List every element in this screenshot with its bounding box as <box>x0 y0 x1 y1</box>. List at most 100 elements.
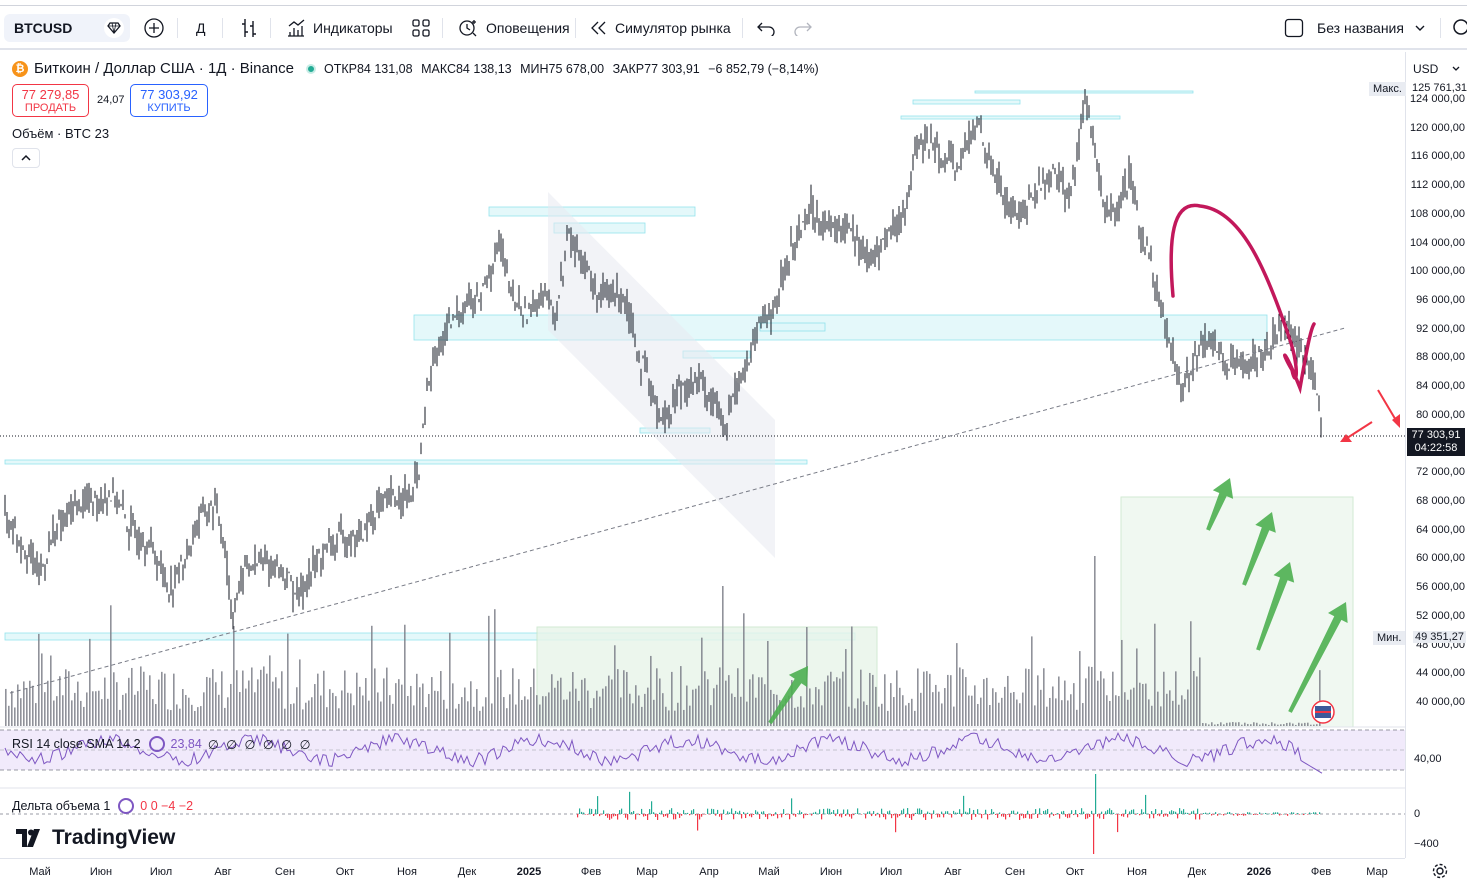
settings-button[interactable] <box>1432 863 1448 882</box>
volume-bar <box>998 702 1000 726</box>
delta-bar <box>707 808 709 814</box>
delta-bar <box>1055 814 1057 815</box>
delta-bar <box>667 814 669 818</box>
symbol-search-button[interactable]: BTCUSD <box>4 14 130 42</box>
volume-bar <box>422 683 424 726</box>
volume-bar <box>1181 695 1183 726</box>
layout-menu-button[interactable]: Без названия <box>1284 14 1426 42</box>
volume-bar <box>311 697 313 726</box>
delta-bar <box>1213 814 1215 815</box>
compare-symbol-button[interactable] <box>143 14 165 42</box>
interval-label: Д <box>196 20 206 36</box>
collapse-legend-button[interactable] <box>12 148 40 168</box>
volume-bar <box>749 679 751 726</box>
volume-bar <box>413 705 415 726</box>
volume-bar <box>614 645 616 726</box>
delta-bar <box>695 814 697 816</box>
volume-bar <box>512 668 514 726</box>
price-tick: 80 000,00 <box>1416 408 1465 421</box>
delta-bar <box>691 810 693 814</box>
volume-bar <box>221 671 223 726</box>
volume-bar <box>458 703 460 726</box>
delta-bar <box>1275 812 1277 814</box>
delta-axis-tick-zero: 0 <box>1414 808 1421 820</box>
delta-bar <box>1279 814 1281 816</box>
volume-bar <box>1259 724 1261 726</box>
volume-bar <box>683 709 685 726</box>
chart-type-button[interactable] <box>240 14 258 42</box>
volume-bar <box>299 659 301 726</box>
delta-bar <box>643 814 645 817</box>
volume-bar <box>188 697 190 726</box>
refresh-icon[interactable] <box>118 798 135 814</box>
volume-bar <box>1115 695 1117 726</box>
volume-bar <box>968 695 970 726</box>
volume-bar <box>974 685 976 726</box>
volume-bar <box>1301 723 1303 726</box>
volume-bar <box>365 678 367 726</box>
delta-bar <box>673 814 675 820</box>
indicators-button[interactable]: Индикаторы <box>286 14 393 42</box>
volume-bar <box>851 626 853 726</box>
delta-bar <box>979 814 981 815</box>
buy-button[interactable]: 77 303,92 КУПИТЬ <box>130 84 208 117</box>
interval-button[interactable]: Д <box>196 14 205 42</box>
volume-bar <box>1280 724 1282 726</box>
green-zone-rect <box>1120 496 1354 728</box>
delta-bar <box>1023 814 1025 819</box>
volume-bar <box>1232 722 1234 726</box>
symbol-legend: ₿ Биткоин / Доллар США · 1Д · Binance ОТ… <box>12 60 819 77</box>
spread-value: 24,07 <box>97 94 125 106</box>
volume-bar <box>509 694 511 726</box>
volume-bar <box>698 685 700 726</box>
delta-bar <box>1039 808 1041 814</box>
chart-area[interactable] <box>0 52 1467 886</box>
delta-bar <box>859 813 861 814</box>
tradingview-logo[interactable]: TradingView <box>16 826 175 850</box>
delta-bar <box>1165 814 1167 816</box>
volume-bar <box>248 680 250 726</box>
delta-bar <box>607 814 609 818</box>
delta-bar <box>689 814 691 816</box>
time-tick: Сен <box>1004 866 1026 878</box>
quick-search-button[interactable] <box>1450 14 1467 42</box>
delta-bar <box>1199 814 1201 820</box>
volume-bar <box>467 701 469 726</box>
templates-button[interactable] <box>412 14 430 42</box>
alerts-button[interactable]: Оповещения <box>458 14 570 42</box>
volume-bar <box>938 691 940 726</box>
volume-bar <box>266 673 268 726</box>
volume-bar <box>41 653 43 726</box>
delta-bar <box>1017 811 1019 814</box>
volume-bar <box>449 632 451 726</box>
refresh-icon[interactable] <box>148 736 165 752</box>
replay-button[interactable]: Симулятор рынка <box>590 14 731 42</box>
delta-bar <box>1053 814 1055 816</box>
sell-button[interactable]: 77 279,85 ПРОДАТЬ <box>12 84 89 117</box>
volume-bar <box>209 677 211 726</box>
volume-bar <box>629 693 631 726</box>
delta-bar <box>1015 814 1017 815</box>
delta-bar <box>1117 814 1119 833</box>
rsi-pane <box>0 726 1405 774</box>
volume-bar <box>1031 636 1033 726</box>
sell-price: 77 279,85 <box>21 87 80 102</box>
delta-bar <box>1233 814 1235 816</box>
volume-bar <box>1316 724 1318 726</box>
time-axis[interactable]: Май Июн Июл Авг Сен Окт Ноя Дек 2025 Фев Мар Апр Май… <box>0 858 1405 886</box>
volume-bar <box>1196 676 1198 726</box>
diamond-icon[interactable] <box>104 18 124 38</box>
delta-bar <box>579 808 581 814</box>
undo-button[interactable] <box>757 14 775 42</box>
volume-bar <box>605 686 607 726</box>
chart-canvas[interactable] <box>0 52 1405 858</box>
volume-bar <box>827 675 829 726</box>
currency-selector[interactable]: USD <box>1409 58 1465 80</box>
delta-bar <box>1215 812 1217 814</box>
delta-bar <box>921 809 923 814</box>
delta-bar <box>1089 814 1091 817</box>
alarm-clock-icon <box>459 20 477 37</box>
volume-bar <box>341 690 343 726</box>
redo-button[interactable] <box>794 14 812 42</box>
volume-bar <box>326 707 328 726</box>
